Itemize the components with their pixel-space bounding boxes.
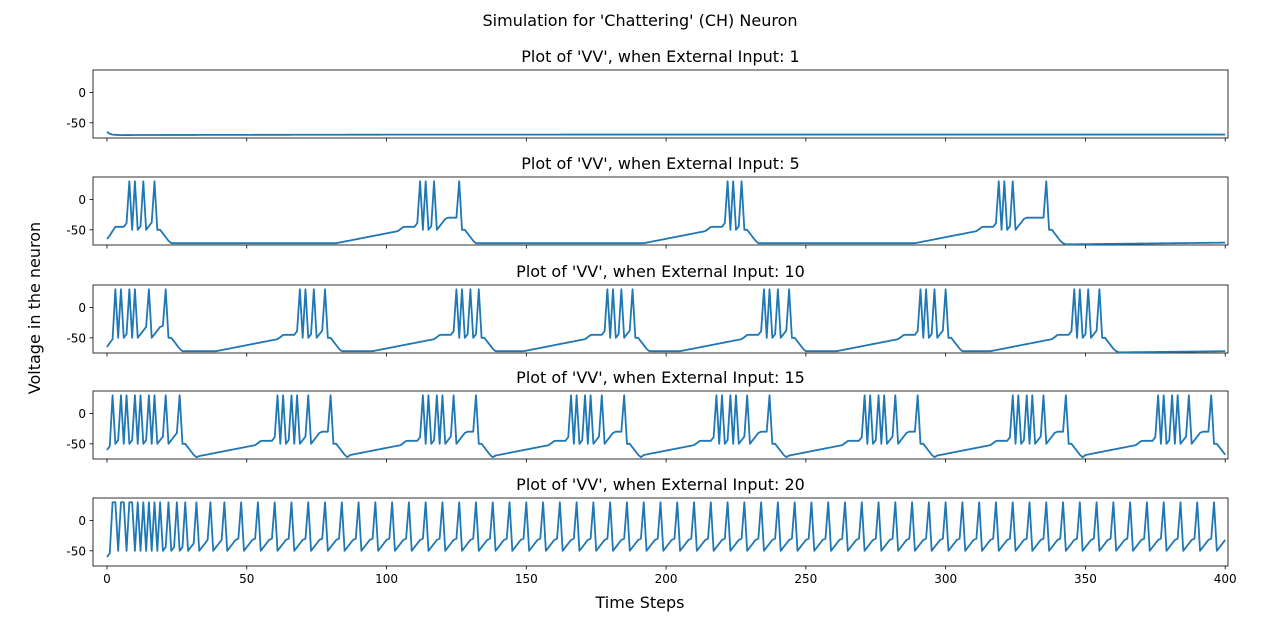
y-tick-label: 0 [78,407,86,421]
plot-frame [92,176,1229,246]
voltage-trace [106,501,1226,558]
voltage-trace [106,180,1226,246]
subplot-panels: Plot of 'VV', when External Input: 10-50… [66,47,1236,586]
x-tick-label: 50 [239,572,254,586]
y-tick-label: -50 [66,116,86,130]
subplot-title: Plot of 'VV', when External Input: 15 [516,368,805,387]
plot-frame [92,69,1229,139]
subplot-3: Plot of 'VV', when External Input: 10 0 -5… [66,262,1229,357]
subplot-title: Plot of 'VV', when External Input: 10 [516,262,805,281]
y-axis-label: Voltage in the neuron [25,222,44,394]
x-tick-label: 150 [515,572,538,586]
plot-frame [92,497,1229,567]
x-tick-label: 400 [1214,572,1237,586]
subplot-1: Plot of 'VV', when External Input: 1 0 -50 [66,47,1229,142]
subplot-title: Plot of 'VV', when External Input: 20 [516,475,805,494]
x-tick-label: 100 [375,572,398,586]
x-tick-label: 300 [934,572,957,586]
x-tick-label: 250 [794,572,817,586]
y-tick-label: 0 [78,301,86,315]
x-tick-label: 0 [103,572,111,586]
y-tick-label: -50 [66,223,86,237]
subplot-title: Plot of 'VV', when External Input: 5 [521,154,799,173]
x-tick-label: 350 [1074,572,1097,586]
y-tick-label: 0 [78,514,86,528]
subplot-title: Plot of 'VV', when External Input: 1 [521,47,799,66]
x-axis-label: Time Steps [594,593,684,612]
y-tick-label: 0 [78,86,86,100]
x-tick-label: 200 [655,572,678,586]
figure-title: Simulation for 'Chattering' (CH) Neuron [483,11,798,30]
subplot-4: Plot of 'VV', when External Input: 15 0 -5… [66,368,1229,463]
y-tick-label: -50 [66,437,86,451]
voltage-trace [106,288,1226,354]
voltage-trace [106,131,1226,136]
plot-frame [92,284,1229,354]
voltage-trace [106,394,1226,459]
plot-frame [92,390,1229,460]
y-tick-label: -50 [66,544,86,558]
subplot-2: Plot of 'VV', when External Input: 5 0 -50 [66,154,1229,249]
y-tick-label: -50 [66,331,86,345]
y-tick-label: 0 [78,193,86,207]
subplot-5: Plot of 'VV', when External Input: 20 0 -5… [66,475,1236,586]
